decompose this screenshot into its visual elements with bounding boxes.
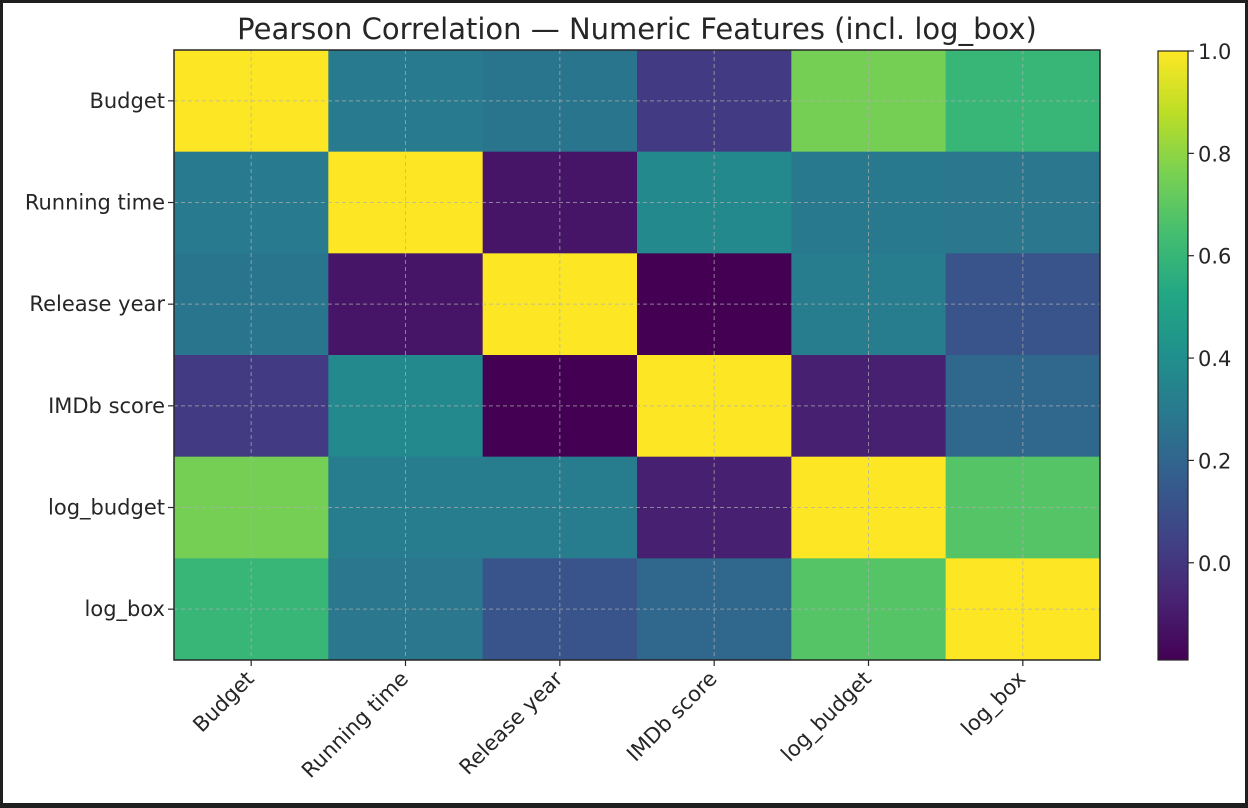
y-tick-label: Budget xyxy=(89,89,165,113)
x-tick-label: log_budget xyxy=(776,667,876,767)
colorbar-tick-label: 0.4 xyxy=(1198,347,1231,371)
x-tick-label: IMDb score xyxy=(622,667,722,767)
y-tick-label: Release year xyxy=(29,292,165,316)
figure-canvas: Pearson Correlation — Numeric Features (… xyxy=(3,3,1245,803)
heatmap-cells xyxy=(174,50,1101,661)
colorbar-axis: 1.0 0.8 0.6 0.4 0.2 0.0 xyxy=(1188,40,1231,576)
colorbar xyxy=(1157,50,1189,661)
y-tick-label: log_box xyxy=(85,597,165,622)
correlation-heatmap: Pearson Correlation — Numeric Features (… xyxy=(25,12,1232,783)
x-tick-label: log_box xyxy=(956,667,1031,742)
x-tick-label: Release year xyxy=(455,666,568,779)
colorbar-tick-label: 0.8 xyxy=(1198,142,1231,166)
colorbar-tick-label: 1.0 xyxy=(1198,40,1231,64)
y-axis: Budget Running time Release year IMDb score… xyxy=(25,89,174,622)
plot-frame xyxy=(173,49,1101,661)
colorbar-tick-label: 0.2 xyxy=(1198,449,1231,473)
y-tick-label: Running time xyxy=(25,191,165,215)
chart-title: Pearson Correlation — Numeric Features (… xyxy=(237,12,1037,46)
x-axis: Budget Running time Release year IMDb score… xyxy=(188,660,1031,783)
x-tick-label: Budget xyxy=(188,667,258,737)
gridlines xyxy=(174,50,1100,660)
y-tick-label: IMDb score xyxy=(48,394,165,418)
colorbar-tick-label: 0.0 xyxy=(1198,552,1231,576)
x-tick-label: Running time xyxy=(297,667,413,783)
colorbar-tick-label: 0.6 xyxy=(1198,245,1231,269)
y-tick-label: log_budget xyxy=(48,496,165,521)
